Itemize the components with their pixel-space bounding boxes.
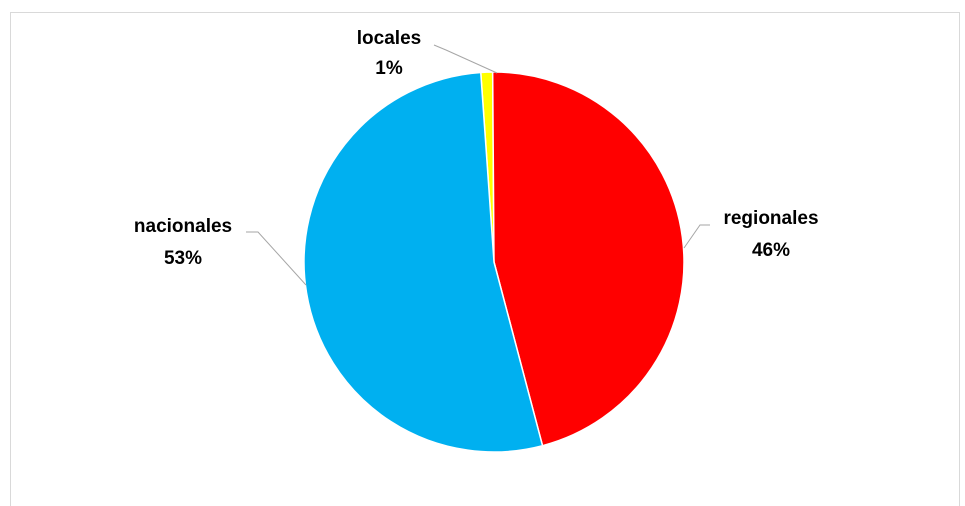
slice-label-nacionales: nacionales <box>134 216 232 237</box>
slice-label-regionales: regionales <box>723 208 818 229</box>
leader-line-regionales <box>683 224 710 249</box>
leader-line-nacionales <box>246 231 307 286</box>
slice-percent-regionales: 46% <box>752 240 790 261</box>
pie-slice-regionales <box>491 71 685 447</box>
pie-slices <box>303 71 685 453</box>
slice-label-locales: locales <box>357 28 421 49</box>
slice-percent-nacionales: 53% <box>164 248 202 269</box>
leader-lines <box>246 44 710 286</box>
pie-slice-nacionales <box>303 71 544 453</box>
slice-percent-locales: 1% <box>375 58 403 79</box>
leader-line-locales <box>433 44 498 74</box>
